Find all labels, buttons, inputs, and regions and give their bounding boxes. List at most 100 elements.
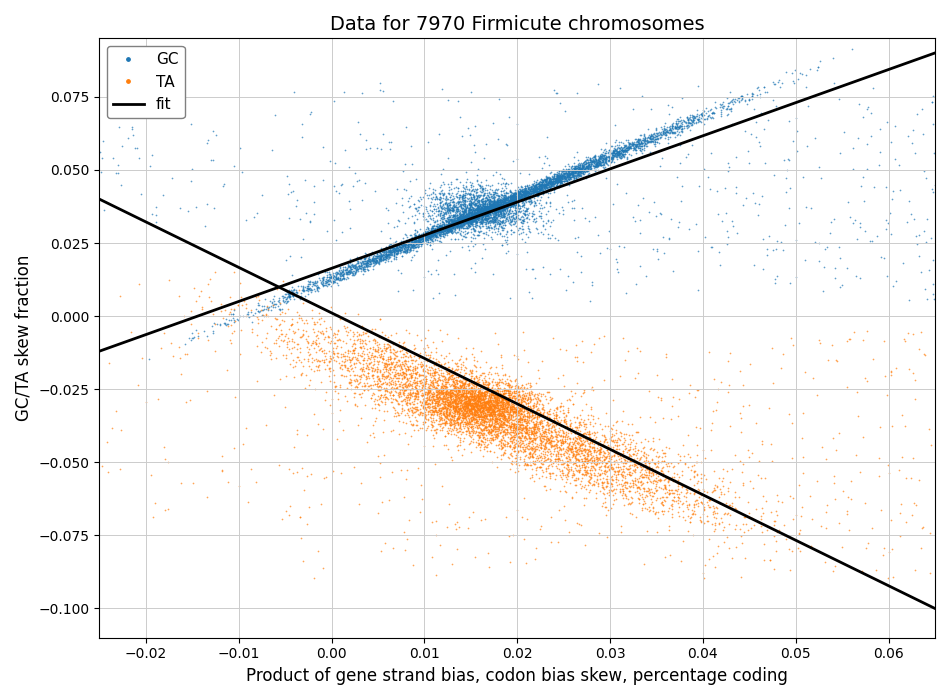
Point [443, 218, 458, 230]
Point [589, 160, 604, 171]
Point [445, 216, 460, 227]
Point [470, 435, 485, 446]
Point [489, 428, 504, 439]
Point [433, 193, 448, 204]
Point [630, 426, 645, 438]
Point [443, 389, 458, 400]
Point [612, 449, 627, 461]
Point [350, 355, 365, 366]
Point [507, 438, 522, 449]
Point [269, 284, 284, 295]
Point [456, 400, 471, 411]
Point [459, 209, 474, 220]
Point [218, 313, 233, 324]
Point [307, 342, 322, 354]
Point [552, 425, 567, 436]
Point [414, 494, 429, 505]
Point [466, 215, 482, 226]
Point [507, 196, 522, 207]
Point [484, 215, 500, 226]
Point [414, 382, 429, 393]
Point [490, 206, 505, 217]
Point [461, 426, 476, 437]
Point [447, 224, 463, 235]
Point [503, 406, 518, 417]
Point [457, 182, 472, 193]
Point [519, 216, 534, 228]
Point [525, 428, 541, 440]
Point [249, 477, 264, 488]
Point [657, 130, 673, 141]
Point [484, 426, 500, 437]
Point [715, 498, 731, 510]
Point [550, 455, 565, 466]
Point [451, 220, 466, 231]
Point [421, 265, 436, 276]
Point [459, 214, 474, 225]
Point [670, 495, 685, 506]
Point [340, 321, 355, 332]
Point [554, 430, 569, 441]
Point [483, 209, 498, 220]
Point [455, 373, 470, 384]
Point [365, 387, 380, 398]
Point [407, 393, 422, 405]
Point [611, 148, 626, 159]
Point [349, 335, 364, 346]
Point [457, 398, 472, 409]
Point [282, 290, 297, 301]
Point [487, 203, 503, 214]
Point [577, 449, 592, 461]
Point [461, 402, 476, 414]
Point [511, 401, 526, 412]
Point [420, 234, 435, 245]
Point [587, 480, 602, 491]
Point [603, 140, 618, 151]
Point [347, 168, 362, 179]
Point [456, 384, 471, 395]
Point [510, 424, 525, 435]
Point [660, 458, 675, 469]
Point [782, 543, 797, 554]
Point [416, 342, 431, 354]
Point [628, 141, 643, 152]
Point [454, 218, 469, 229]
Point [653, 473, 668, 484]
Point [366, 370, 381, 381]
Point [528, 420, 543, 431]
Point [616, 145, 631, 156]
Point [499, 190, 514, 202]
Point [511, 397, 526, 408]
Point [506, 420, 522, 431]
Point [449, 214, 465, 225]
Point [716, 521, 732, 532]
Point [453, 215, 468, 226]
Point [516, 192, 531, 203]
Point [513, 416, 528, 428]
Point [605, 498, 620, 510]
Point [752, 89, 768, 100]
Point [505, 155, 521, 167]
Point [450, 360, 465, 371]
Point [630, 134, 645, 145]
Point [624, 139, 639, 150]
Point [575, 445, 590, 456]
Point [521, 184, 536, 195]
Point [461, 400, 476, 411]
Point [528, 433, 543, 444]
Point [667, 121, 682, 132]
Point [508, 198, 523, 209]
Point [633, 452, 648, 463]
Point [485, 199, 501, 210]
Point [627, 479, 642, 490]
Point [497, 425, 512, 436]
Point [519, 441, 534, 452]
Point [496, 194, 511, 205]
Point [485, 209, 501, 220]
Point [564, 176, 580, 188]
Point [721, 355, 736, 366]
Point [489, 211, 504, 223]
Point [468, 400, 484, 412]
Point [458, 406, 473, 417]
Point [458, 362, 473, 373]
